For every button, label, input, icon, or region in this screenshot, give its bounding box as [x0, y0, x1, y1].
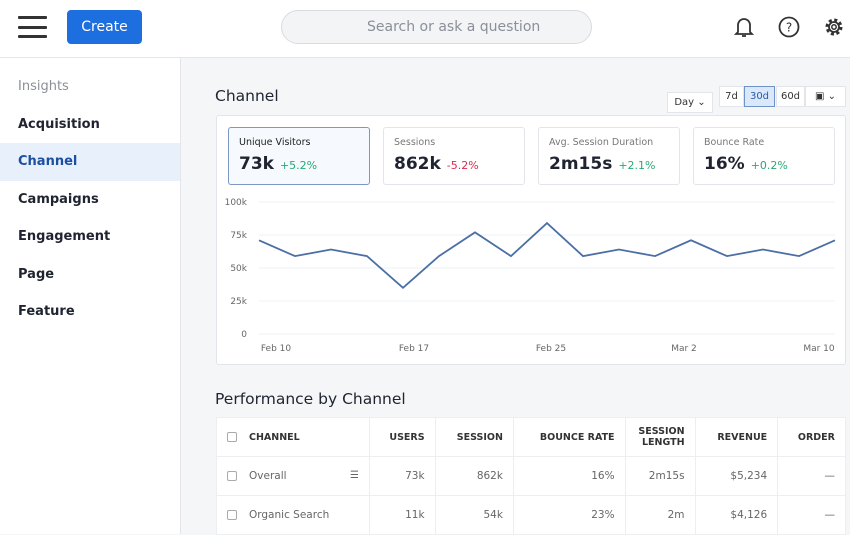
kpi-card[interactable]: Unique Visitors 73k +5.2% — [228, 127, 370, 185]
sidebar-item-feature[interactable]: Feature — [0, 293, 180, 331]
table-cell: 73k — [370, 457, 436, 496]
kpi-value: 16% — [704, 154, 745, 174]
kpi-card[interactable]: Sessions 862k -5.2% — [383, 127, 525, 185]
sidebar-item-campaigns[interactable]: Campaigns — [0, 181, 180, 219]
table-cell: — — [778, 457, 846, 496]
sidebar-item-channel[interactable]: Channel — [0, 143, 180, 181]
channel-name: Organic Search — [249, 509, 329, 521]
y-tick-label: 25k — [230, 297, 247, 307]
kpi-label: Unique Visitors — [239, 137, 359, 148]
page-title: Channel — [215, 87, 279, 105]
x-tick-label: Feb 10 — [261, 344, 292, 354]
kpi-delta: +0.2% — [751, 159, 788, 172]
sidebar-item-engagement[interactable]: Engagement — [0, 218, 180, 256]
y-tick-label: 100k — [225, 198, 248, 208]
top-bar: Create Search or ask a question ? — [0, 0, 850, 58]
select-all-checkbox[interactable] — [227, 432, 237, 442]
column-header[interactable]: ORDER — [778, 418, 846, 457]
kpi-delta: +5.2% — [280, 159, 317, 172]
x-tick-label: Feb 17 — [399, 344, 429, 354]
table-cell: 16% — [513, 457, 625, 496]
calendar-dropdown[interactable]: ▣ ⌄ — [805, 86, 846, 107]
kpi-value: 2m15s — [549, 154, 612, 174]
table-title: Performance by Channel — [215, 390, 406, 408]
y-tick-label: 50k — [230, 264, 247, 274]
table-cell: $5,234 — [695, 457, 778, 496]
range-60d[interactable]: 60d — [776, 86, 805, 107]
range-30d[interactable]: 30d — [744, 86, 775, 107]
metrics-card: Unique Visitors 73k +5.2% Sessions 862k -5.2%… — [216, 115, 846, 365]
column-header: CHANNEL — [249, 432, 300, 443]
gear-icon[interactable] — [823, 16, 845, 38]
help-icon[interactable]: ? — [778, 16, 800, 38]
channel-name: Overall — [249, 470, 287, 482]
create-button[interactable]: Create — [67, 10, 142, 44]
table-cell: 11k — [370, 496, 436, 535]
kpi-label: Bounce Rate — [704, 137, 824, 148]
kpi-label: Avg. Session Duration — [549, 137, 669, 148]
calendar-icon: ▣ — [815, 91, 824, 102]
column-header[interactable]: BOUNCE RATE — [513, 418, 625, 457]
x-tick-label: Mar 2 — [671, 344, 697, 354]
column-header[interactable]: SESSION LENGTH — [625, 418, 695, 457]
x-tick-label: Feb 25 — [536, 344, 566, 354]
y-tick-label: 0 — [241, 330, 247, 340]
table-cell: 862k — [435, 457, 513, 496]
sidebar-item-page[interactable]: Page — [0, 256, 180, 294]
sidebar-item-acquisition[interactable]: Acquisition — [0, 106, 180, 144]
sidebar-item-insights[interactable]: Insights — [0, 68, 180, 106]
breakdown-icon[interactable]: ☰ — [350, 470, 359, 481]
x-tick-label: Mar 10 — [803, 344, 835, 354]
column-header[interactable]: USERS — [370, 418, 436, 457]
table-cell: 54k — [435, 496, 513, 535]
interval-value: Day — [674, 97, 694, 108]
table-cell: 2m15s — [625, 457, 695, 496]
kpi-delta: +2.1% — [618, 159, 655, 172]
svg-text:?: ? — [786, 21, 792, 35]
series-line — [259, 223, 835, 288]
row-checkbox[interactable] — [227, 510, 237, 520]
kpi-label: Sessions — [394, 137, 514, 148]
table-cell: $4,126 — [695, 496, 778, 535]
hamburger-menu-icon[interactable] — [18, 16, 47, 38]
kpi-delta: -5.2% — [447, 159, 479, 172]
interval-dropdown[interactable]: Day ⌄ — [667, 92, 713, 113]
table-cell: 23% — [513, 496, 625, 535]
line-chart: 0 25k 50k 75k 100k Feb 10 Feb 17 Feb 25 Mar 2 Mar… — [217, 194, 847, 364]
table-cell: — — [778, 496, 846, 535]
range-7d[interactable]: 7d — [719, 86, 744, 107]
bell-icon[interactable] — [734, 16, 754, 38]
table-cell: 2m — [625, 496, 695, 535]
kpi-value: 73k — [239, 154, 274, 174]
kpi-card[interactable]: Bounce Rate 16% +0.2% — [693, 127, 835, 185]
kpi-card[interactable]: Avg. Session Duration 2m15s +2.1% — [538, 127, 680, 185]
y-tick-label: 75k — [230, 231, 247, 241]
kpi-value: 862k — [394, 154, 441, 174]
search-input[interactable]: Search or ask a question — [281, 10, 592, 44]
row-checkbox[interactable] — [227, 471, 237, 481]
column-header[interactable]: REVENUE — [695, 418, 778, 457]
column-header[interactable]: SESSION — [435, 418, 513, 457]
